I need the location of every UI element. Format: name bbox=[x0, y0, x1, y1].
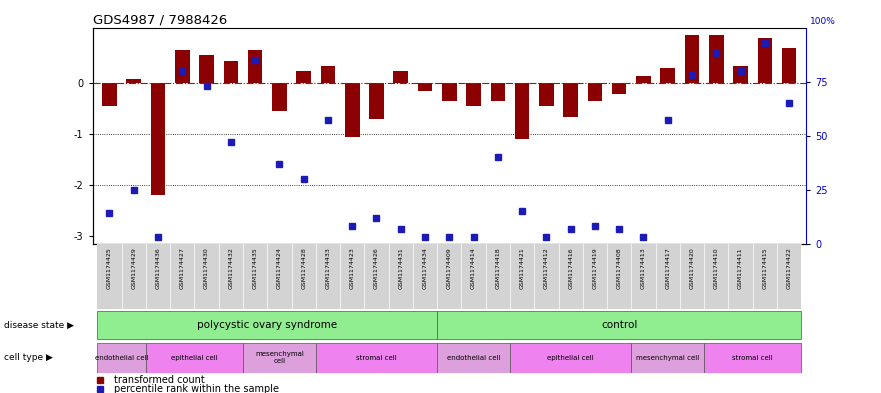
Text: GSM1174426: GSM1174426 bbox=[374, 247, 379, 288]
Bar bbox=[296, 71, 311, 83]
Bar bbox=[515, 83, 529, 140]
Bar bbox=[394, 71, 408, 83]
Text: control: control bbox=[601, 320, 638, 330]
Text: GSM1174423: GSM1174423 bbox=[350, 247, 355, 289]
Bar bbox=[733, 66, 748, 83]
Bar bbox=[151, 83, 166, 195]
Text: GSM1174420: GSM1174420 bbox=[690, 247, 694, 288]
Bar bbox=[418, 83, 433, 91]
Bar bbox=[437, 343, 510, 373]
Text: GSM1174414: GSM1174414 bbox=[471, 247, 476, 288]
Text: GSM1174428: GSM1174428 bbox=[301, 247, 307, 288]
Bar bbox=[437, 311, 801, 339]
Bar bbox=[758, 38, 772, 83]
Text: GSM1174427: GSM1174427 bbox=[180, 247, 185, 289]
Text: GSM1174418: GSM1174418 bbox=[495, 247, 500, 288]
Text: GSM1174432: GSM1174432 bbox=[228, 247, 233, 289]
Bar bbox=[98, 311, 437, 339]
Text: GSM1174411: GSM1174411 bbox=[738, 247, 743, 288]
Text: GSM1174419: GSM1174419 bbox=[592, 247, 597, 288]
Text: epithelial cell: epithelial cell bbox=[547, 354, 594, 361]
Bar bbox=[685, 35, 700, 83]
Text: mesenchymal
cell: mesenchymal cell bbox=[255, 351, 304, 364]
Text: GSM1174429: GSM1174429 bbox=[131, 247, 137, 289]
Text: mesenchymal cell: mesenchymal cell bbox=[636, 354, 700, 361]
Bar bbox=[98, 343, 146, 373]
Text: stromal cell: stromal cell bbox=[356, 354, 396, 361]
Bar bbox=[563, 83, 578, 116]
Text: GSM1174416: GSM1174416 bbox=[568, 247, 574, 288]
Bar bbox=[272, 83, 286, 112]
Text: GSM1174413: GSM1174413 bbox=[641, 247, 646, 288]
Bar bbox=[709, 35, 723, 83]
Bar bbox=[248, 50, 263, 83]
Text: GSM1174430: GSM1174430 bbox=[204, 247, 209, 288]
Text: polycystic ovary syndrome: polycystic ovary syndrome bbox=[197, 320, 337, 330]
Bar bbox=[146, 343, 243, 373]
Text: GSM1174431: GSM1174431 bbox=[398, 247, 403, 288]
Bar bbox=[491, 83, 505, 101]
Text: endothelial cell: endothelial cell bbox=[447, 354, 500, 361]
Text: GSM1174417: GSM1174417 bbox=[665, 247, 670, 288]
Text: GSM1174422: GSM1174422 bbox=[787, 247, 792, 289]
Bar bbox=[102, 83, 117, 107]
Text: cell type ▶: cell type ▶ bbox=[4, 353, 53, 362]
Bar bbox=[224, 61, 238, 83]
Text: disease state ▶: disease state ▶ bbox=[4, 321, 74, 330]
Bar bbox=[636, 76, 651, 83]
Bar bbox=[704, 343, 801, 373]
Bar bbox=[321, 66, 336, 83]
Bar bbox=[369, 83, 384, 119]
Text: epithelial cell: epithelial cell bbox=[171, 354, 218, 361]
Text: GSM1174410: GSM1174410 bbox=[714, 247, 719, 288]
Text: percentile rank within the sample: percentile rank within the sample bbox=[114, 384, 279, 393]
Text: GSM1174409: GSM1174409 bbox=[447, 247, 452, 288]
Text: transformed count: transformed count bbox=[114, 375, 204, 385]
Text: stromal cell: stromal cell bbox=[732, 354, 774, 361]
Bar bbox=[661, 68, 675, 83]
Text: GSM1174436: GSM1174436 bbox=[156, 247, 160, 288]
Bar bbox=[315, 343, 437, 373]
Text: endothelial cell: endothelial cell bbox=[95, 354, 148, 361]
Text: 100%: 100% bbox=[810, 17, 835, 26]
Bar bbox=[442, 83, 456, 101]
Text: GSM1174425: GSM1174425 bbox=[107, 247, 112, 288]
Bar bbox=[175, 50, 189, 83]
Text: GSM1174421: GSM1174421 bbox=[520, 247, 524, 288]
Text: GSM1174433: GSM1174433 bbox=[325, 247, 330, 289]
Bar bbox=[345, 83, 359, 137]
Text: GSM1174434: GSM1174434 bbox=[423, 247, 427, 289]
Text: GSM1174412: GSM1174412 bbox=[544, 247, 549, 288]
Bar bbox=[510, 343, 632, 373]
Bar bbox=[199, 55, 214, 83]
Bar bbox=[632, 343, 704, 373]
Bar bbox=[466, 83, 481, 107]
Text: GSM1174424: GSM1174424 bbox=[277, 247, 282, 289]
Bar bbox=[588, 83, 603, 101]
Bar bbox=[127, 79, 141, 83]
Bar bbox=[781, 48, 796, 83]
Text: GSM1174435: GSM1174435 bbox=[253, 247, 257, 288]
Bar bbox=[539, 83, 553, 107]
Text: GDS4987 / 7988426: GDS4987 / 7988426 bbox=[93, 13, 226, 26]
Bar bbox=[243, 343, 315, 373]
Text: GSM1174415: GSM1174415 bbox=[762, 247, 767, 288]
Text: GSM1174408: GSM1174408 bbox=[617, 247, 622, 288]
Bar bbox=[612, 83, 626, 94]
